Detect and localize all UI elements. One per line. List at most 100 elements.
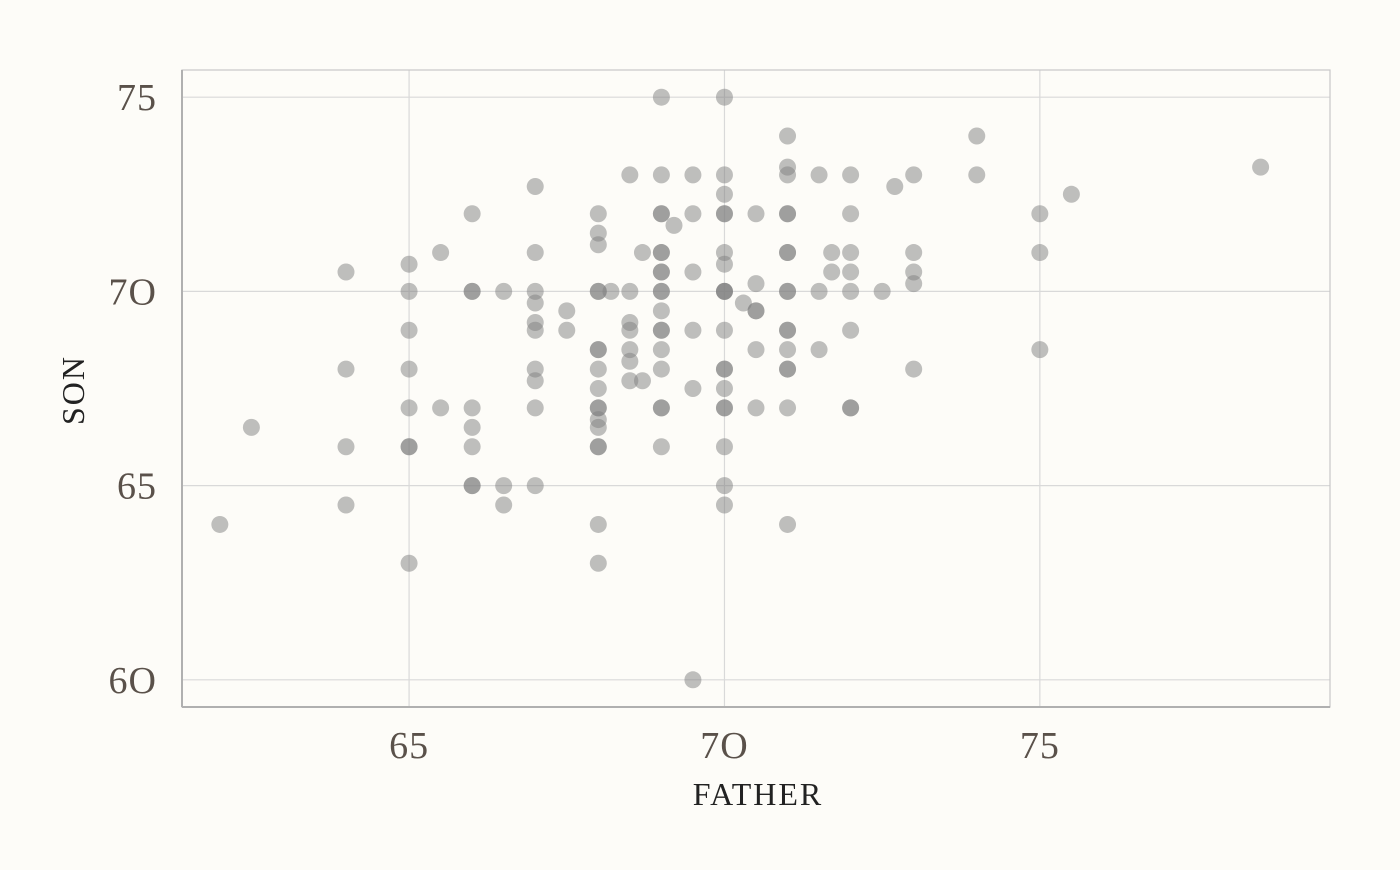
- plot-frame: [181, 69, 1331, 708]
- data-point: [589, 515, 607, 533]
- data-point: [905, 263, 923, 281]
- data-point: [337, 263, 355, 281]
- data-point: [526, 360, 544, 378]
- data-point: [633, 372, 651, 390]
- data-point: [747, 205, 765, 223]
- data-point: [715, 185, 733, 203]
- data-point: [715, 205, 733, 223]
- data-point: [589, 438, 607, 456]
- points-layer: [211, 88, 1270, 689]
- data-point: [463, 399, 481, 417]
- x-tick-label: 65: [389, 725, 429, 767]
- data-point: [652, 399, 670, 417]
- data-point: [779, 399, 797, 417]
- data-point: [526, 178, 544, 196]
- data-point: [526, 321, 544, 339]
- data-point: [652, 341, 670, 359]
- data-point: [652, 166, 670, 184]
- data-point: [621, 372, 639, 390]
- data-point: [842, 244, 860, 262]
- data-point: [589, 399, 607, 417]
- data-point: [842, 205, 860, 223]
- data-point: [905, 275, 923, 293]
- data-point: [779, 166, 797, 184]
- data-point: [602, 282, 620, 300]
- data-point: [810, 282, 828, 300]
- data-point: [589, 341, 607, 359]
- data-point: [337, 438, 355, 456]
- data-point: [1031, 244, 1049, 262]
- data-point: [747, 341, 765, 359]
- data-point: [633, 244, 651, 262]
- data-point: [779, 205, 797, 223]
- data-point: [463, 282, 481, 300]
- y-tick-label: 7O: [109, 271, 157, 313]
- data-point: [747, 399, 765, 417]
- data-point: [652, 244, 670, 262]
- data-point: [652, 438, 670, 456]
- data-point: [715, 496, 733, 514]
- data-point: [747, 302, 765, 320]
- data-point: [779, 127, 797, 145]
- data-point: [337, 496, 355, 514]
- data-point: [463, 205, 481, 223]
- data-point: [400, 438, 418, 456]
- data-point: [652, 321, 670, 339]
- data-point: [652, 302, 670, 320]
- y-axis-title: SON: [55, 355, 91, 425]
- data-point: [715, 399, 733, 417]
- data-point: [823, 263, 841, 281]
- data-point: [779, 360, 797, 378]
- data-point: [715, 166, 733, 184]
- x-tick-label: 75: [1020, 725, 1060, 767]
- y-tick-label: 65: [117, 466, 157, 508]
- data-point: [810, 166, 828, 184]
- data-point: [684, 166, 702, 184]
- data-point: [495, 496, 513, 514]
- data-point: [589, 236, 607, 254]
- data-point: [526, 477, 544, 495]
- y-tick-label: 75: [117, 77, 157, 119]
- data-point: [905, 360, 923, 378]
- data-point: [621, 352, 639, 370]
- data-point: [400, 554, 418, 572]
- data-point: [1062, 185, 1080, 203]
- data-point: [652, 205, 670, 223]
- data-point: [589, 380, 607, 397]
- data-point: [400, 399, 418, 417]
- data-point: [337, 360, 355, 378]
- data-point: [715, 438, 733, 456]
- data-point: [495, 282, 513, 300]
- data-point: [684, 671, 702, 689]
- data-point: [526, 282, 544, 300]
- data-point: [621, 282, 639, 300]
- data-point: [715, 244, 733, 262]
- data-point: [842, 282, 860, 300]
- data-point: [886, 178, 904, 196]
- data-point: [589, 554, 607, 572]
- data-point: [621, 166, 639, 184]
- data-point: [747, 275, 765, 293]
- data-point: [823, 244, 841, 262]
- data-point: [558, 321, 576, 339]
- data-point: [715, 255, 733, 273]
- tick-layer: 65 7O 75 6O 65 7O 75: [109, 77, 1060, 767]
- y-tick-label: 6O: [109, 660, 157, 702]
- x-tick-label: 7O: [700, 725, 748, 767]
- data-point: [1252, 158, 1270, 176]
- data-point: [873, 282, 891, 300]
- data-point: [968, 166, 986, 184]
- data-point: [779, 244, 797, 262]
- data-point: [968, 127, 986, 145]
- data-point: [432, 244, 450, 262]
- data-point: [684, 205, 702, 223]
- data-point: [621, 341, 639, 359]
- data-point: [463, 418, 481, 436]
- data-point: [589, 282, 607, 300]
- data-point: [684, 263, 702, 281]
- data-point: [652, 282, 670, 300]
- data-point: [905, 166, 923, 184]
- data-point: [589, 224, 607, 242]
- data-point: [400, 360, 418, 378]
